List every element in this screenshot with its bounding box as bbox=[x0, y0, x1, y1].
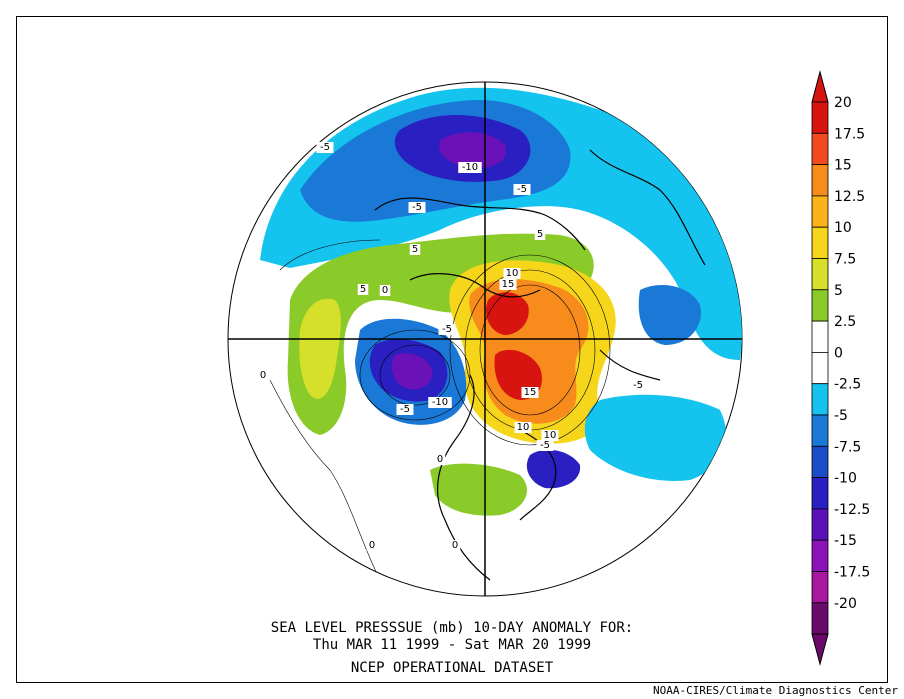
colorbar-swatch bbox=[811, 226, 829, 259]
colorbar: 20 17.5 15 12.5 10 7.5 5 2.5 0 -2.5 -5 -7.5 -10 -12.5… bbox=[811, 70, 870, 667]
contour-label-bg bbox=[408, 202, 426, 213]
colorbar-swatch bbox=[811, 258, 829, 291]
colorbar-tick-label: -2.5 bbox=[834, 377, 861, 393]
colorbar-tick-label: -7.5 bbox=[834, 439, 861, 455]
colorbar-swatch bbox=[811, 571, 829, 604]
colorbar-tick-label: 15 bbox=[834, 158, 852, 174]
contour-label: 0 bbox=[452, 540, 458, 551]
contour-label-bg bbox=[521, 387, 539, 398]
colorbar-swatch bbox=[811, 445, 829, 478]
colorbar-swatch bbox=[811, 539, 829, 572]
contour-label: 5 bbox=[412, 244, 418, 255]
neg-anomaly-region-east bbox=[584, 394, 726, 481]
contour-label-bg bbox=[458, 162, 482, 173]
neg-anomaly-side-east bbox=[638, 285, 701, 345]
contour-label-bg bbox=[357, 284, 369, 295]
contour-label: -10 bbox=[432, 397, 448, 408]
colorbar-top-arrow bbox=[811, 70, 829, 103]
contour-label-bg bbox=[379, 285, 391, 296]
contour-label: 0 bbox=[369, 540, 375, 551]
pos-anomaly-north-america bbox=[430, 463, 528, 516]
contour-label: -5 bbox=[442, 324, 452, 335]
contour-label: 5 bbox=[360, 284, 366, 295]
colorbar-swatch bbox=[811, 383, 829, 416]
contour-label: 10 bbox=[506, 268, 519, 279]
colorbar-tick-label: -15 bbox=[834, 533, 857, 549]
contour-label: 5 bbox=[537, 229, 543, 240]
contour-label-bg bbox=[541, 430, 559, 441]
contour-label: -5 bbox=[400, 404, 410, 415]
contour-label: 0 bbox=[437, 454, 443, 465]
colorbar-tick-label: 2.5 bbox=[834, 314, 856, 330]
contour-label: -5 bbox=[412, 202, 422, 213]
colorbar-tick-label: -17.5 bbox=[834, 565, 870, 581]
colorbar-tick-label: 7.5 bbox=[834, 252, 856, 268]
colorbar-swatch bbox=[811, 195, 829, 228]
title-line-2: Thu MAR 11 1999 - Sat MAR 20 1999 bbox=[312, 637, 592, 653]
neg-anomaly-core-east bbox=[526, 449, 581, 489]
colorbar-swatch bbox=[811, 508, 829, 541]
contour-label-bg bbox=[514, 422, 532, 433]
colorbar-tick-label: 10 bbox=[834, 220, 852, 236]
colorbar-tick-label: 12.5 bbox=[834, 189, 865, 205]
contour-label: -5 bbox=[633, 380, 643, 391]
contour-label: 0 bbox=[382, 285, 388, 296]
colorbar-swatch bbox=[811, 320, 829, 353]
contour-label-bg bbox=[366, 540, 378, 551]
contour-label-bg bbox=[409, 244, 421, 255]
plot-frame bbox=[16, 16, 888, 683]
colorbar-tick-label: -10 bbox=[834, 471, 857, 487]
contour-label-bg bbox=[534, 229, 546, 240]
colorbar-tick-label: 17.5 bbox=[834, 126, 865, 142]
colorbar-tick-label: -20 bbox=[834, 596, 857, 612]
contour-label: -5 bbox=[517, 184, 527, 195]
contour-label-bg bbox=[438, 324, 456, 335]
contour-label-bg bbox=[629, 380, 647, 391]
contour-label-bg bbox=[499, 279, 517, 290]
contour-label-bg bbox=[257, 370, 269, 381]
map-disc bbox=[227, 81, 743, 597]
contour-label: -5 bbox=[540, 440, 550, 451]
coastlines bbox=[374, 149, 706, 581]
colorbar-swatch bbox=[811, 132, 829, 166]
neg-anomaly-extreme-west bbox=[391, 353, 433, 390]
colorbar-tick-label: 20 bbox=[834, 95, 852, 111]
colorbar-tick-label: 5 bbox=[834, 283, 843, 299]
colorbar-swatch bbox=[811, 477, 829, 510]
contour-label-bg bbox=[396, 404, 414, 415]
contour-label: -5 bbox=[320, 142, 330, 153]
contour-label: 10 bbox=[517, 422, 530, 433]
contour-label: 15 bbox=[524, 387, 537, 398]
contour-label: 10 bbox=[544, 430, 557, 441]
contour-label: 15 bbox=[502, 279, 515, 290]
colorbar-tick-label: -5 bbox=[834, 408, 848, 424]
credit-text: NOAA-CIRES/Climate Diagnostics Center bbox=[652, 684, 898, 697]
colorbar-bottom-arrow bbox=[811, 633, 829, 667]
contour-label-bg bbox=[316, 142, 334, 153]
contour-label-bg bbox=[434, 454, 446, 465]
pos-anomaly-core-upper bbox=[485, 292, 529, 335]
contour-label-bg bbox=[449, 540, 461, 551]
colorbar-tick-label: -12.5 bbox=[834, 502, 870, 518]
colorbar-swatch bbox=[811, 414, 829, 447]
title-line-1: SEA LEVEL PRESSSUE (mb) 10-DAY ANOMALY F… bbox=[270, 620, 634, 636]
contour-label: 0 bbox=[260, 370, 266, 381]
anomaly-fields bbox=[260, 87, 742, 581]
contour-label-bg bbox=[513, 184, 531, 195]
pos-anomaly-band-west-inner bbox=[299, 298, 341, 399]
colorbar-swatch bbox=[811, 351, 829, 385]
contour-label-bg bbox=[536, 440, 554, 451]
contour-label-bg bbox=[428, 397, 452, 408]
colorbar-swatch bbox=[811, 289, 829, 322]
colorbar-swatch bbox=[811, 101, 829, 134]
neg-anomaly-extreme-north bbox=[439, 132, 506, 169]
colorbar-tick-label: 0 bbox=[834, 345, 843, 361]
colorbar-swatch bbox=[811, 164, 829, 197]
contour-label: -10 bbox=[462, 162, 478, 173]
title-line-3: NCEP OPERATIONAL DATASET bbox=[350, 660, 554, 676]
contour-label-bg bbox=[503, 268, 521, 279]
